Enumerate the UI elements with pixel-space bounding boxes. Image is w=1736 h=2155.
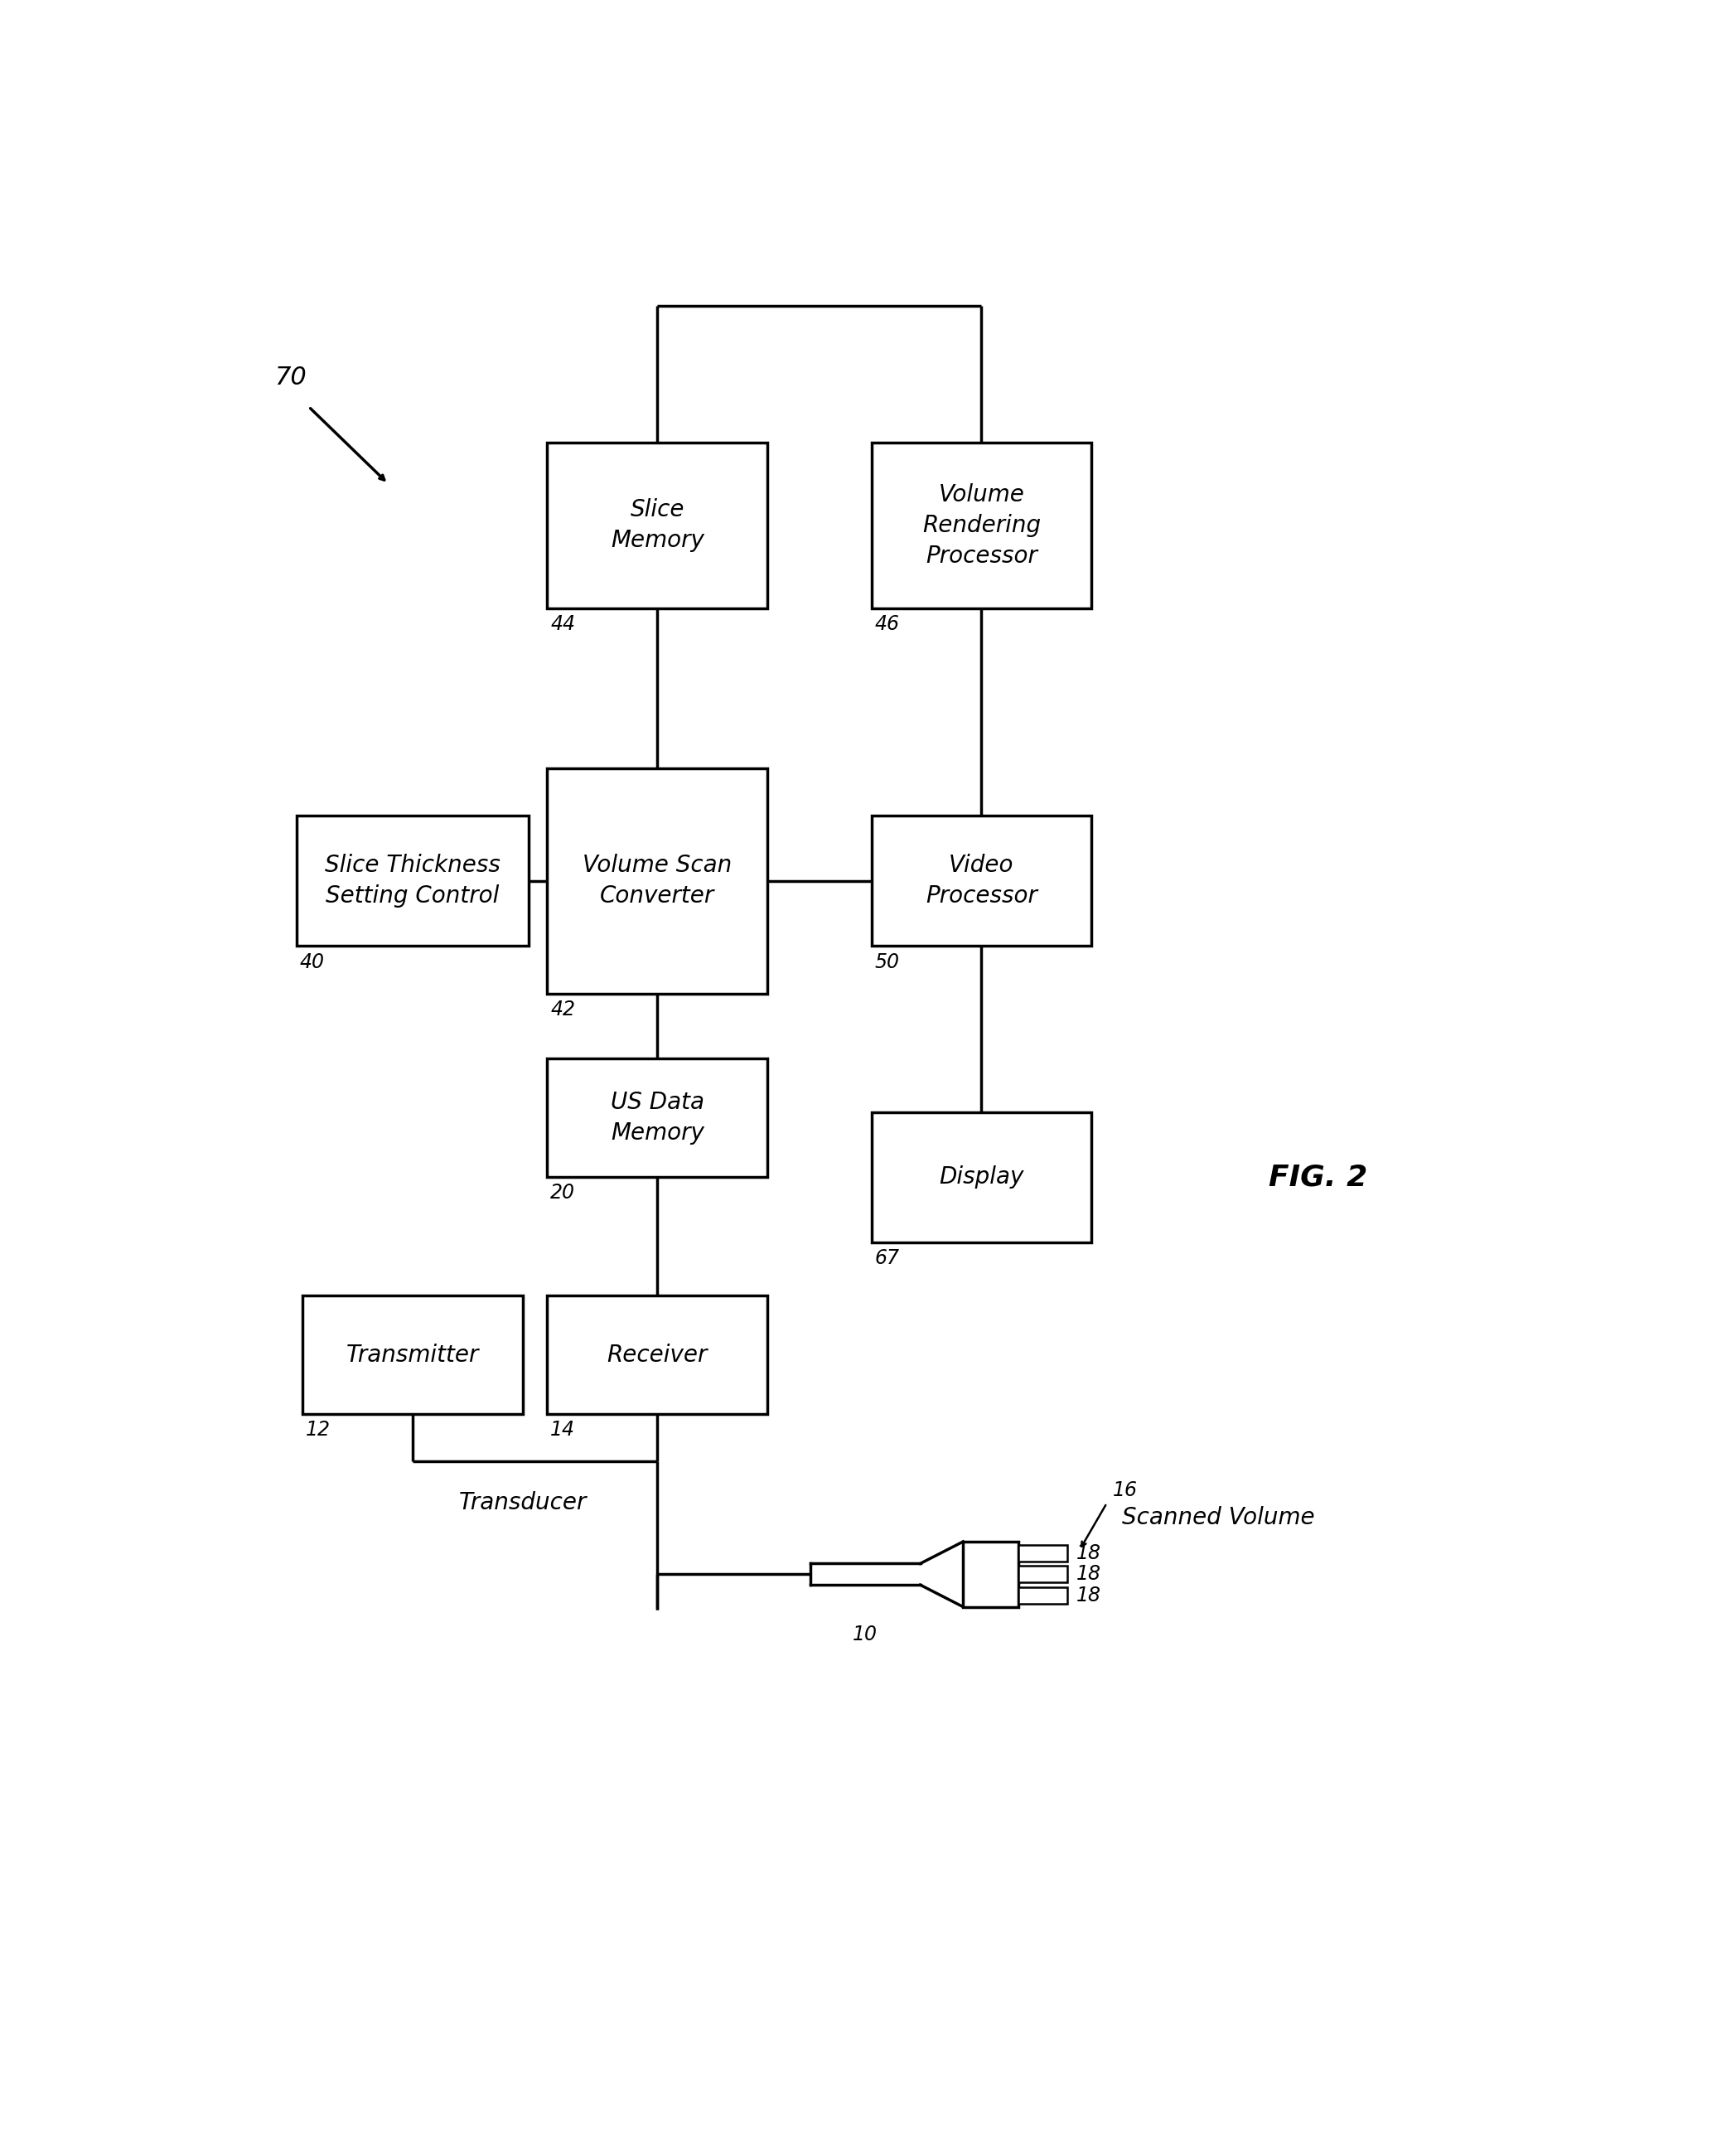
Text: 10: 10: [852, 1625, 878, 1644]
Bar: [1017, 1588, 1068, 1603]
Bar: [547, 769, 767, 993]
Bar: [871, 1112, 1092, 1241]
Text: 42: 42: [550, 1000, 575, 1019]
Text: 12: 12: [306, 1420, 330, 1440]
Text: Display: Display: [939, 1166, 1024, 1190]
Bar: [297, 817, 529, 946]
Bar: [963, 1541, 1017, 1608]
Text: 18: 18: [1076, 1586, 1101, 1605]
Text: 14: 14: [550, 1420, 575, 1440]
Text: 44: 44: [550, 614, 575, 634]
Bar: [547, 1058, 767, 1177]
Text: Receiver: Receiver: [608, 1343, 708, 1366]
Text: Volume Scan
Converter: Volume Scan Converter: [583, 853, 733, 907]
Bar: [302, 1295, 523, 1414]
Bar: [871, 442, 1092, 608]
Bar: [547, 1295, 767, 1414]
Text: Slice Thickness
Setting Control: Slice Thickness Setting Control: [325, 853, 500, 907]
Text: 46: 46: [875, 614, 899, 634]
Text: Scanned Volume: Scanned Volume: [1121, 1506, 1314, 1530]
Text: FIG. 2: FIG. 2: [1269, 1164, 1368, 1192]
Text: 70: 70: [274, 364, 307, 390]
Text: 18: 18: [1076, 1565, 1101, 1584]
Bar: [1017, 1545, 1068, 1560]
Text: US Data
Memory: US Data Memory: [611, 1090, 705, 1144]
Text: Transmitter: Transmitter: [345, 1343, 479, 1366]
Text: Slice
Memory: Slice Memory: [611, 498, 705, 552]
Text: Transducer: Transducer: [458, 1491, 587, 1515]
Text: 67: 67: [875, 1248, 899, 1267]
Text: 16: 16: [1113, 1480, 1137, 1500]
Text: Video
Processor: Video Processor: [925, 853, 1038, 907]
Bar: [871, 817, 1092, 946]
Text: 20: 20: [550, 1183, 575, 1202]
Text: Volume
Rendering
Processor: Volume Rendering Processor: [922, 483, 1040, 567]
Bar: [547, 442, 767, 608]
Text: 18: 18: [1076, 1543, 1101, 1562]
Text: 50: 50: [875, 953, 899, 972]
Bar: [1017, 1567, 1068, 1582]
Text: 40: 40: [300, 953, 325, 972]
